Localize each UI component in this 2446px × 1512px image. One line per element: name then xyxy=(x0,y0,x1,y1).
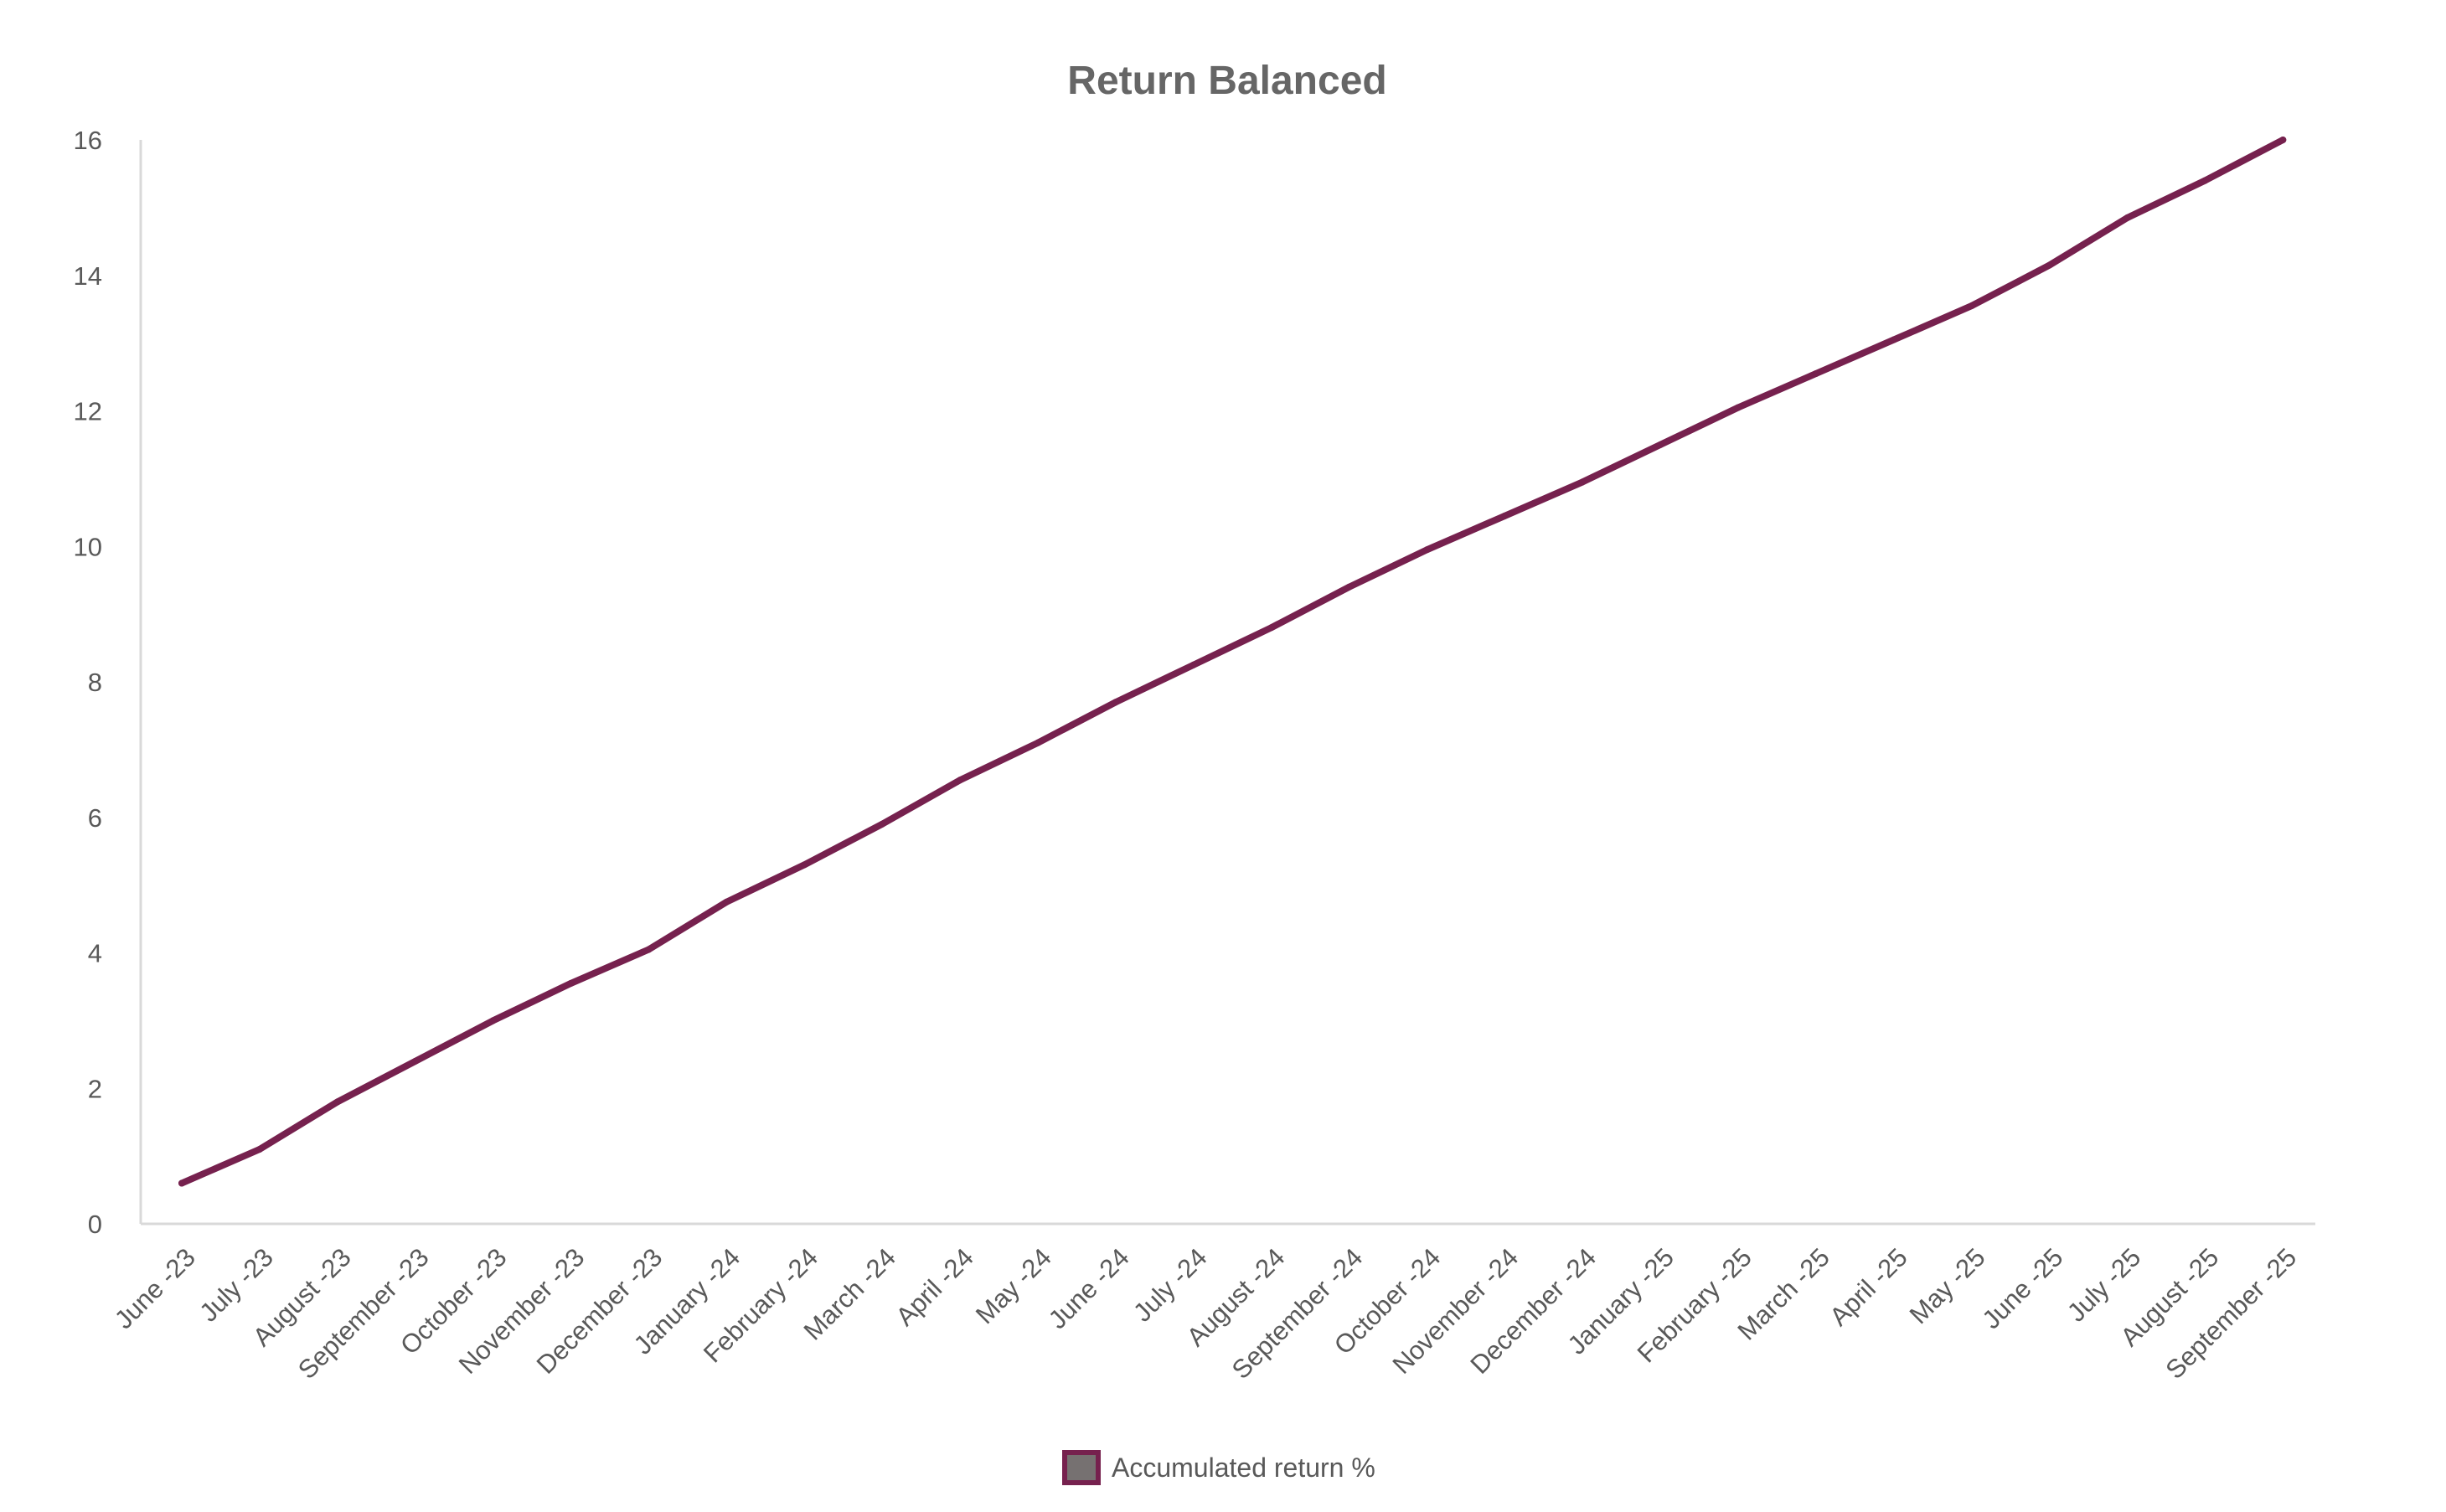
y-tick-label: 10 xyxy=(74,532,102,561)
data-point xyxy=(489,1017,497,1024)
data-point xyxy=(1034,739,1041,746)
data-point xyxy=(1579,478,1587,486)
y-tick-label: 14 xyxy=(74,261,102,291)
data-point xyxy=(411,1057,419,1065)
data-point xyxy=(1968,302,1975,310)
x-tick-label: April -24 xyxy=(890,1242,979,1331)
data-point xyxy=(801,861,808,869)
data-point xyxy=(1189,661,1197,668)
y-tick-label: 8 xyxy=(88,668,102,697)
data-point xyxy=(2201,177,2209,184)
y-tick-label: 6 xyxy=(88,803,102,833)
data-point xyxy=(178,1179,185,1187)
data-point xyxy=(567,979,575,987)
series-group xyxy=(178,137,2287,1187)
data-point xyxy=(333,1098,341,1106)
y-tick-label: 2 xyxy=(88,1074,102,1103)
y-tick-label: 16 xyxy=(74,126,102,155)
data-point xyxy=(2123,214,2131,221)
y-axis: 0 2 4 6 8 10 12 14 16 xyxy=(74,126,142,1239)
x-tick-label: June -23 xyxy=(109,1242,201,1334)
x-tick-label: June -25 xyxy=(1976,1242,2068,1334)
x-tick-label: May -25 xyxy=(1904,1242,1991,1329)
series-line xyxy=(178,137,2287,1187)
data-point xyxy=(2279,137,2287,143)
data-point xyxy=(1657,441,1664,448)
y-tick-label: 0 xyxy=(88,1210,102,1239)
data-point xyxy=(1423,546,1431,554)
x-tick-label: April -25 xyxy=(1824,1242,1912,1331)
data-point xyxy=(957,777,963,784)
data-point xyxy=(255,1146,263,1153)
data-point xyxy=(1345,583,1353,591)
data-point xyxy=(1501,512,1509,519)
data-point xyxy=(2046,261,2053,269)
data-point xyxy=(1812,370,1819,377)
data-point xyxy=(1267,624,1275,632)
legend: Accumulated return % xyxy=(1062,1450,1375,1485)
data-point xyxy=(723,898,730,906)
data-point xyxy=(879,820,886,828)
data-point xyxy=(645,946,653,953)
x-tick-label: May -24 xyxy=(970,1242,1057,1329)
legend-swatch xyxy=(1062,1450,1101,1485)
legend-label: Accumulated return % xyxy=(1112,1453,1375,1483)
data-point xyxy=(1890,336,1897,343)
y-tick-label: 12 xyxy=(74,397,102,426)
data-point xyxy=(1735,404,1742,411)
data-point xyxy=(1112,699,1119,706)
x-tick-label: June -24 xyxy=(1043,1242,1135,1334)
chart-title: Return Balanced xyxy=(1067,59,1386,103)
y-tick-label: 4 xyxy=(88,939,102,968)
